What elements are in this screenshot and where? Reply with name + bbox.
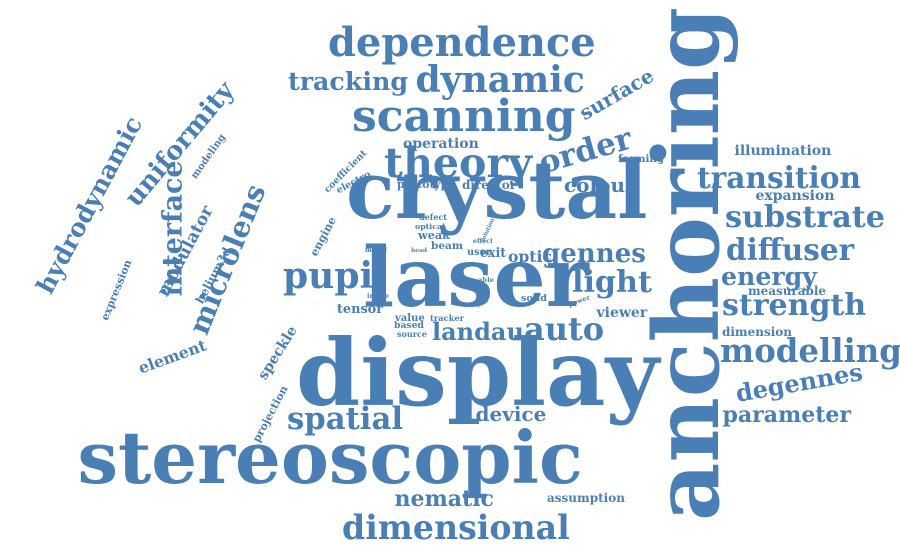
word-effect: effect: [473, 238, 494, 245]
word-solid: solid: [521, 293, 547, 304]
word-dimension: dimension: [722, 325, 792, 339]
word-light: light: [572, 265, 652, 300]
word-nematic: nematic: [394, 486, 494, 512]
word-prototype: prototype: [397, 177, 455, 191]
word-element: element: [135, 335, 209, 378]
word-parameter: parameter: [722, 402, 852, 428]
word-landau: landau: [432, 317, 524, 346]
word-able: able: [478, 275, 494, 284]
word-dynamic: dynamic: [415, 59, 585, 101]
word-exit: exit: [480, 244, 507, 260]
word-defect: defect: [419, 212, 447, 222]
word-tensor: tensor: [337, 301, 384, 317]
word-dependence: dependence: [328, 20, 596, 66]
word-source: source: [397, 329, 427, 339]
word-display: display: [296, 319, 659, 427]
word-dimensional: dimensional: [342, 507, 570, 547]
word-pupil: pupil: [283, 255, 387, 297]
word-image: image: [367, 292, 389, 300]
word-tracker: tracker: [430, 313, 464, 323]
word-spatial: spatial: [287, 400, 403, 437]
word-forming: forming: [618, 153, 664, 165]
word-tracking: tracking: [288, 65, 409, 96]
word-transition: transition: [697, 160, 862, 195]
word-beam: beam: [431, 239, 463, 252]
word-measurable: measurable: [748, 284, 826, 298]
word-engine: engine: [306, 213, 339, 258]
word-laser: laser: [363, 230, 589, 326]
word-auto: auto: [524, 310, 605, 348]
word-modelling: modelling: [720, 332, 900, 370]
word-colour: colour: [564, 173, 636, 197]
word-diffuser: diffuser: [726, 231, 855, 267]
word-crystal: crystal: [346, 143, 648, 237]
word-stereoscopic: stereoscopic: [77, 415, 583, 500]
word-viewer: viewer: [596, 305, 648, 321]
word-user: user: [467, 247, 492, 258]
word-device: device: [475, 402, 547, 426]
word-optical: optical: [415, 222, 445, 231]
word-illumination: illumination: [734, 143, 832, 159]
word-director: director: [462, 178, 517, 192]
word-strength: strength: [722, 288, 867, 323]
word-head: head: [411, 247, 427, 254]
word-substrate: substrate: [725, 200, 885, 235]
word-expansion: expansion: [755, 188, 835, 204]
word-model: model: [365, 246, 387, 254]
word-assumption: assumption: [547, 491, 625, 505]
word-operation: operation: [403, 136, 479, 152]
word-optic: optic: [508, 247, 552, 266]
word-speckle: speckle: [255, 323, 301, 383]
word-theory: theory: [384, 137, 532, 187]
word-energy: energy: [721, 260, 817, 291]
word-interface: interface: [157, 160, 189, 296]
word-gennes: gennes: [542, 239, 646, 269]
word-scanning: scanning: [352, 91, 576, 142]
word-weak: weak: [418, 227, 450, 242]
word-value: value: [395, 313, 425, 324]
word-expression: expression: [98, 257, 135, 322]
word-based: based: [394, 319, 424, 331]
